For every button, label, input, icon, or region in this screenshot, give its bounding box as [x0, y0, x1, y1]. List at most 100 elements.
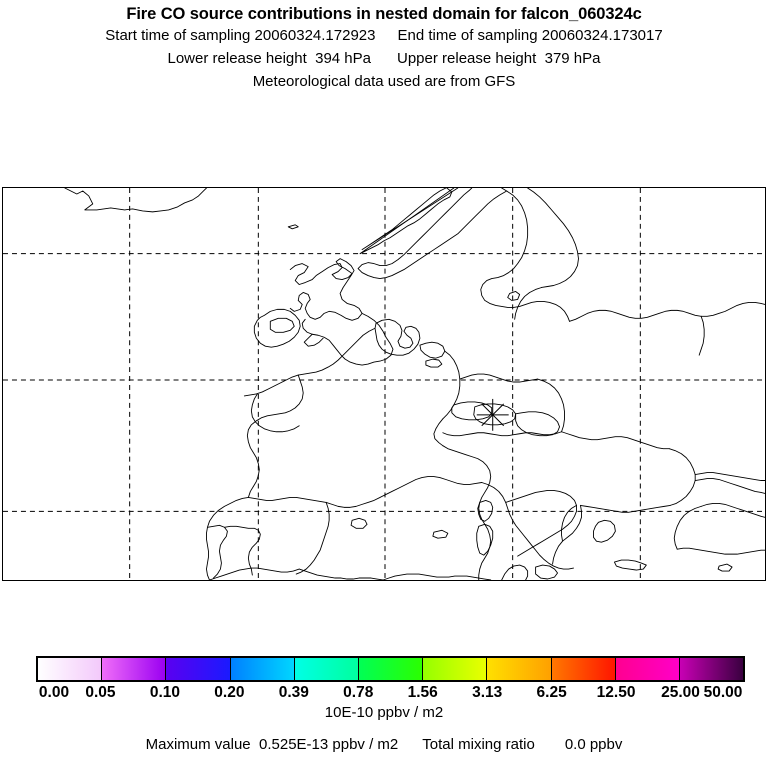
coast-turkey-south: [673, 505, 702, 550]
colorbar-segment-8: [551, 658, 616, 680]
map-canvas: [3, 188, 765, 580]
coast-france-channel: [246, 374, 304, 498]
border-germany-south: [433, 418, 444, 447]
colorbar-segment-10: [679, 658, 744, 680]
maximum-value: 0.525E-13 ppbv / m2: [259, 736, 399, 753]
coast-norway-real: [357, 188, 508, 279]
colorbar-segment-7: [487, 658, 552, 680]
coast-greece-aegean: [552, 504, 582, 565]
coast-italy-adriatic: [505, 490, 577, 557]
border-austria: [515, 411, 560, 437]
coast-denmark-jutland: [374, 318, 421, 356]
colorbar-segment-2: [166, 658, 231, 680]
colorbar-tick-0: 0.00: [38, 684, 70, 701]
release-location-marker: [476, 398, 509, 431]
coast-north-africa: [298, 568, 384, 580]
colorbar-segment-1: [102, 658, 167, 680]
coast-greece-west: [561, 504, 577, 542]
end-time-group: End time of sampling 20060324.173017: [397, 24, 662, 47]
coast-denmark-islands: [419, 341, 446, 359]
coast-balearic: [350, 517, 368, 529]
border-poland-south: [442, 431, 562, 437]
upper-release-value: 379 hPa: [544, 50, 601, 67]
start-time-value: 20060324.172923: [254, 27, 376, 44]
coast-spain-east: [295, 501, 330, 575]
colorbar-tick-3: 0.20: [214, 684, 245, 701]
coast-denmark-small: [425, 358, 443, 368]
coast-blacksea-north: [694, 472, 765, 481]
coast-africa-algeria: [382, 573, 492, 580]
colorbar-segment-3: [230, 658, 295, 680]
coast-turkey-isl: [676, 547, 765, 555]
graticule-grid: [3, 188, 765, 580]
coast-turkey-west: [694, 478, 765, 494]
border-germany-east: [442, 350, 461, 420]
sampling-time-line: Start time of sampling 20060324.172923 En…: [0, 24, 768, 47]
coast-greenland: [64, 188, 207, 213]
colorbar-tick-8: 6.25: [536, 684, 567, 701]
coast-iberia: [206, 496, 249, 580]
lower-release-group: Lower release height 394 hPa: [168, 47, 372, 70]
met-data-line: Meteorological data used are from GFS: [252, 73, 516, 90]
coast-britain-england: [301, 312, 394, 366]
colorbar-tick-labels: 0.00 0.05 0.10 0.20 0.39 0.78 1.56 3.13 6.25 12.5…: [0, 684, 768, 704]
colorbar-tick-1: 0.05: [85, 684, 116, 701]
coast-ireland: [253, 308, 301, 348]
map-frame: [2, 187, 766, 581]
coast-crete: [613, 559, 647, 571]
colorbar-unit-label: 10E-10 ppbv / m2: [324, 704, 444, 721]
colorbar-tick-5: 0.78: [343, 684, 374, 701]
lake-ireland-inner: [269, 317, 295, 333]
colorbar-segment-6: [423, 658, 488, 680]
colorbar-tick-9: 12.50: [596, 684, 636, 701]
start-time-label: Start time of sampling: [105, 27, 251, 44]
end-time-label: End time of sampling: [397, 27, 538, 44]
coast-netherlands-detail: [243, 374, 299, 397]
coast-sicily: [535, 564, 558, 580]
colorbar-segment-5: [358, 658, 424, 680]
coast-portugal: [207, 524, 228, 579]
coast-corsica: [477, 499, 494, 522]
coast-gotland: [507, 291, 521, 301]
colorbar-tick-2: 0.10: [149, 684, 180, 701]
border-russia-north: [700, 301, 765, 317]
end-time-value: 20060324.173017: [541, 27, 663, 44]
border-france-spain: [247, 496, 327, 503]
colorbar-tick-6: 1.56: [407, 684, 438, 701]
coast-italy: [481, 482, 574, 570]
total-mixing-ratio-label: Total mixing ratio: [422, 736, 535, 753]
lower-release-label: Lower release height: [167, 50, 307, 67]
coast-bothnia-inner: [514, 287, 543, 320]
colorbar-segment-9: [615, 658, 680, 680]
border-poland-north: [459, 373, 539, 383]
plot-header: Fire CO source contributions in nested d…: [0, 0, 768, 93]
footer-stats-line: Maximum value 0.525E-13 ppbv / m2 Total m…: [0, 736, 768, 754]
coast-wales-sw: [303, 333, 324, 347]
border-baltic-russia: [698, 315, 705, 356]
coast-netherlands-germany: [297, 327, 376, 376]
coast-baltic-states: [569, 309, 702, 322]
coast-spain-south: [209, 567, 300, 580]
upper-release-label: Upper release height: [397, 50, 537, 67]
upper-release-group: Upper release height 379 hPa: [397, 47, 601, 70]
colorbar-segment-0: [38, 658, 103, 680]
lower-release-value: 394 hPa: [315, 50, 371, 67]
coast-scotland: [289, 258, 363, 321]
coast-norway-west: [361, 188, 459, 251]
colorbar-tick-4: 0.39: [278, 684, 309, 701]
island-small-2: [717, 563, 733, 572]
coast-sardinia: [476, 523, 494, 556]
maximum-value-label: Maximum value: [145, 736, 251, 753]
border-portugal-spain: [223, 525, 261, 576]
coast-peloponnese: [593, 519, 616, 543]
border-poland-east: [537, 378, 565, 433]
coast-finland: [527, 188, 579, 288]
coastlines-and-borders: [64, 188, 765, 580]
page-title: Fire CO source contributions in nested d…: [126, 5, 642, 23]
border-france-alps: [442, 445, 492, 580]
coast-france-med: [325, 476, 483, 508]
coast-africa-tunisia: [501, 564, 529, 580]
colorbar-tick-10: 25.00: [661, 684, 700, 701]
coast-scandinavia: [359, 188, 455, 255]
coast-faroe: [287, 224, 299, 230]
